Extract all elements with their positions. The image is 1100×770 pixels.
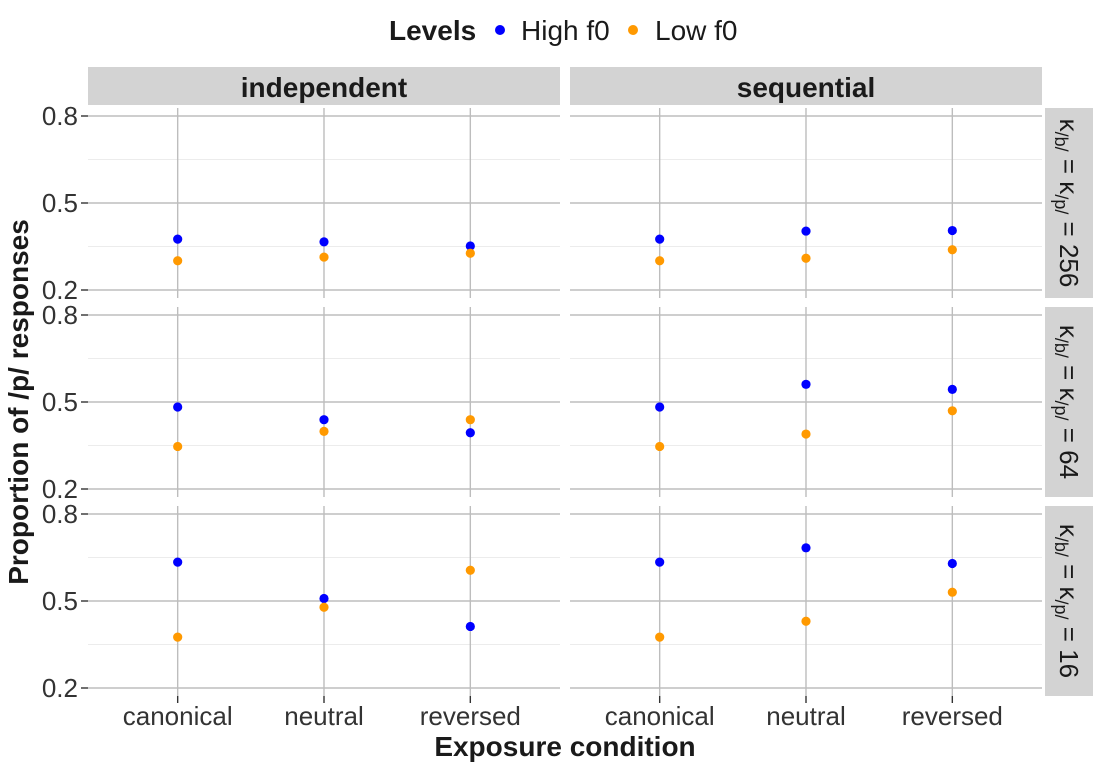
point-low-f0-independent-r0-reversed bbox=[465, 248, 475, 258]
point-low-f0-independent-r1-reversed bbox=[465, 415, 475, 425]
legend-title: Levels bbox=[389, 15, 476, 46]
point-low-f0-independent-r0-neutral bbox=[319, 252, 329, 262]
point-high-f0-independent-r0-neutral bbox=[319, 237, 329, 247]
point-high-f0-independent-r1-canonical bbox=[173, 402, 183, 412]
point-low-f0-sequential-r2-reversed bbox=[947, 587, 957, 597]
point-low-f0-sequential-r0-neutral bbox=[801, 253, 811, 263]
y-tick-label: 0.5 bbox=[42, 188, 78, 218]
point-high-f0-sequential-r1-neutral bbox=[801, 379, 811, 389]
point-low-f0-independent-r2-neutral bbox=[319, 602, 329, 612]
point-low-f0-sequential-r1-neutral bbox=[801, 429, 811, 439]
x-tick-label-neutral: neutral bbox=[766, 701, 846, 731]
point-high-f0-independent-r1-reversed bbox=[465, 428, 475, 438]
y-tick-label: 0.8 bbox=[42, 300, 78, 330]
point-low-f0-sequential-r1-canonical bbox=[655, 441, 665, 452]
strip-label-independent: independent bbox=[241, 72, 407, 103]
strip-row-label-1: κ/b/ = κ/p/ = 64 bbox=[1052, 325, 1085, 479]
point-low-f0-independent-r0-canonical bbox=[173, 256, 183, 266]
x-axis-title: Exposure condition bbox=[434, 731, 695, 762]
strip-independent bbox=[88, 67, 560, 105]
point-high-f0-sequential-r0-reversed bbox=[947, 225, 957, 236]
y-tick-label: 0.5 bbox=[42, 387, 78, 417]
point-high-f0-independent-r2-neutral bbox=[319, 593, 329, 604]
y-axis-title: Proportion of /p/ responses bbox=[3, 219, 34, 585]
point-high-f0-sequential-r2-neutral bbox=[801, 543, 811, 553]
x-tick-label-reversed: reversed bbox=[902, 701, 1003, 731]
point-low-f0-independent-r1-canonical bbox=[173, 441, 183, 452]
strip-label-sequential: sequential bbox=[737, 72, 875, 103]
x-tick-label-canonical: canonical bbox=[123, 701, 233, 731]
point-high-f0-sequential-r1-canonical bbox=[655, 402, 665, 412]
y-tick-label: 0.5 bbox=[42, 586, 78, 616]
y-tick-label: 0.2 bbox=[42, 673, 78, 703]
point-low-f0-sequential-r2-canonical bbox=[655, 632, 665, 642]
point-low-f0-sequential-r2-neutral bbox=[801, 616, 811, 626]
point-high-f0-sequential-r2-reversed bbox=[947, 558, 957, 569]
legend-key-low-f0 bbox=[628, 25, 638, 35]
point-high-f0-independent-r2-reversed bbox=[465, 621, 475, 632]
point-low-f0-sequential-r1-reversed bbox=[947, 406, 957, 416]
y-tick-label: 0.2 bbox=[42, 474, 78, 504]
point-high-f0-sequential-r0-canonical bbox=[655, 234, 665, 244]
y-tick-label: 0.8 bbox=[42, 499, 78, 529]
point-high-f0-sequential-r1-reversed bbox=[947, 384, 957, 395]
y-tick-label: 0.8 bbox=[42, 101, 78, 131]
x-tick-label-neutral: neutral bbox=[284, 701, 364, 731]
x-tick-label-canonical: canonical bbox=[605, 701, 715, 731]
y-tick-label: 0.2 bbox=[42, 275, 78, 305]
point-low-f0-independent-r2-reversed bbox=[465, 565, 475, 575]
strip-row-label-2: κ/b/ = κ/p/ = 16 bbox=[1052, 524, 1085, 678]
point-low-f0-independent-r2-canonical bbox=[173, 632, 183, 642]
strip-row-1 bbox=[1045, 307, 1093, 497]
point-high-f0-sequential-r0-neutral bbox=[801, 226, 811, 236]
point-low-f0-independent-r1-neutral bbox=[319, 426, 329, 436]
legend-key-high-f0 bbox=[495, 25, 505, 35]
strip-row-0 bbox=[1045, 108, 1093, 298]
point-high-f0-sequential-r2-canonical bbox=[655, 557, 665, 567]
point-low-f0-sequential-r0-reversed bbox=[947, 245, 957, 255]
point-high-f0-independent-r0-reversed bbox=[465, 241, 475, 251]
strip-row-2 bbox=[1045, 506, 1093, 696]
x-tick-label-reversed: reversed bbox=[420, 701, 521, 731]
strip-row-label-0: κ/b/ = κ/p/ = 256 bbox=[1052, 119, 1085, 288]
strip-sequential bbox=[570, 67, 1042, 105]
legend-label-low-f0: Low f0 bbox=[655, 15, 738, 46]
point-high-f0-independent-r2-canonical bbox=[173, 557, 183, 567]
point-low-f0-sequential-r0-canonical bbox=[655, 256, 665, 266]
legend-label-high-f0: High f0 bbox=[521, 15, 610, 46]
point-high-f0-independent-r0-canonical bbox=[173, 234, 183, 244]
point-high-f0-independent-r1-neutral bbox=[319, 415, 329, 425]
